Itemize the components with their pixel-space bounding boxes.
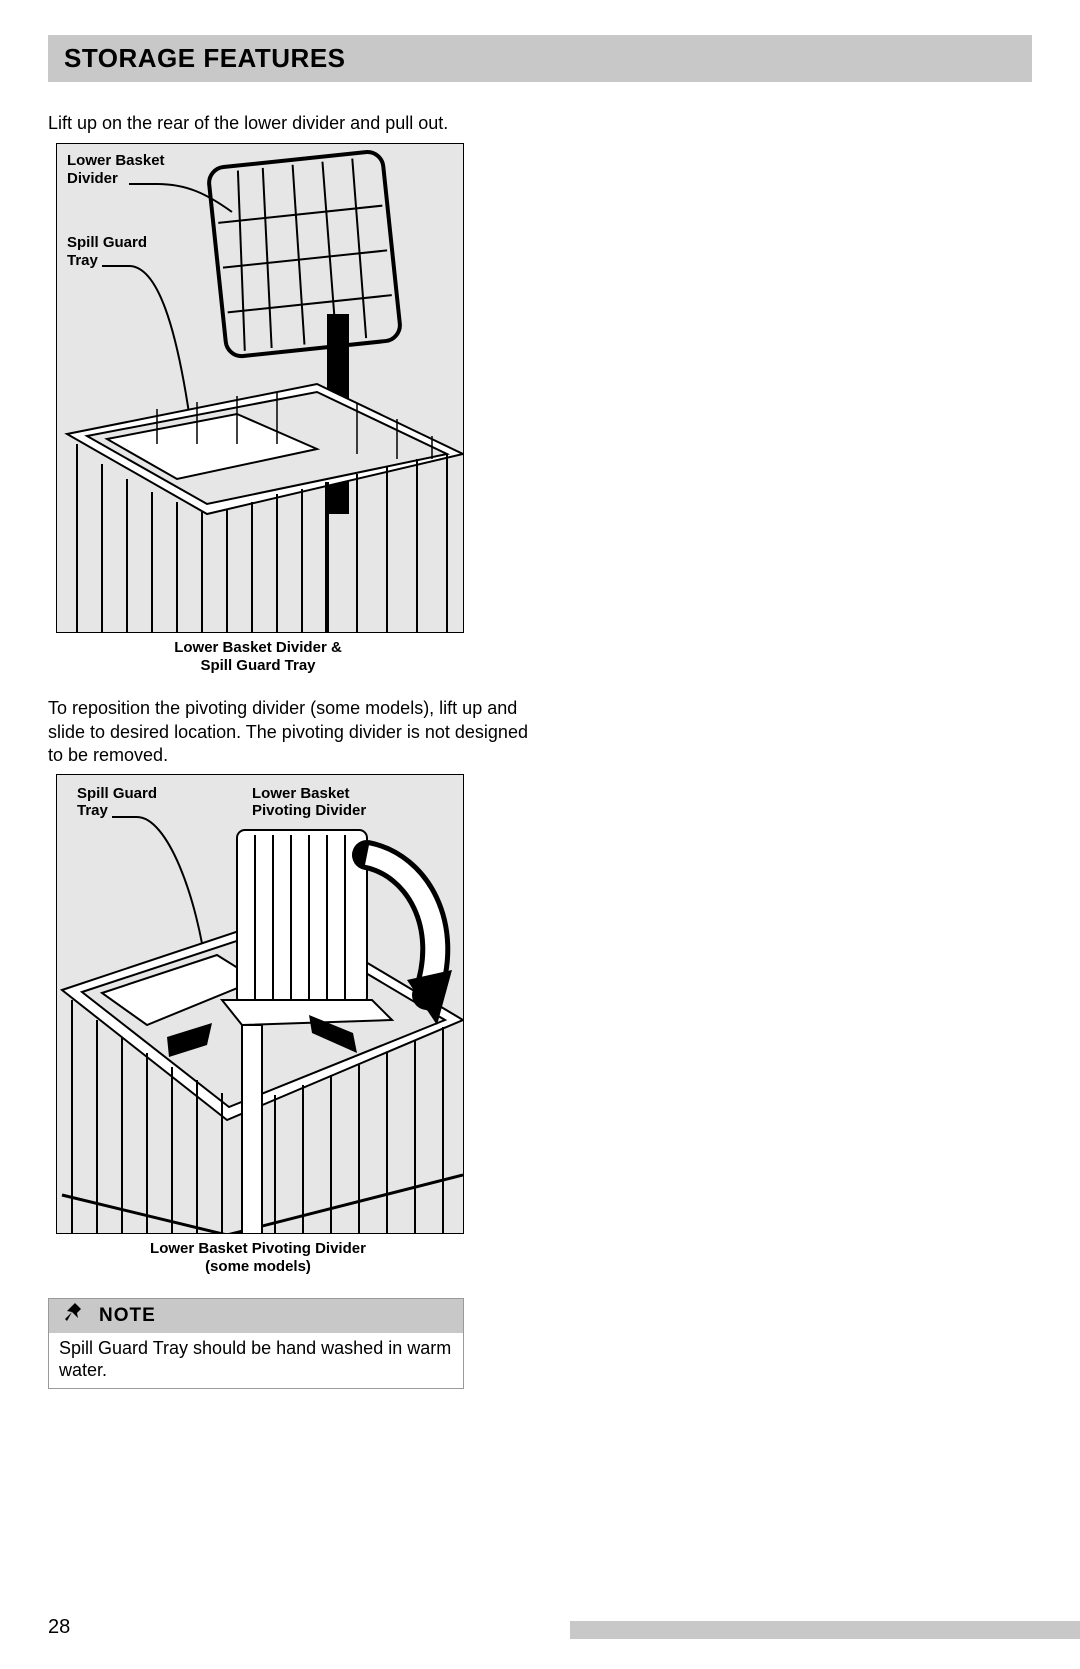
- note-body: Spill Guard Tray should be hand washed i…: [49, 1333, 463, 1388]
- fig1-callout-tray: Spill Guard Tray: [67, 234, 147, 269]
- fig1-callout-divider: Lower Basket Divider: [67, 152, 165, 187]
- fig2-callout-tray: Spill Guard Tray: [77, 785, 157, 820]
- note-header: NOTE: [49, 1299, 463, 1333]
- section-header: STORAGE FEATURES: [48, 35, 1032, 82]
- figure-2-illustration: [57, 775, 464, 1234]
- figure-1-caption: Lower Basket Divider & Spill Guard Tray: [48, 639, 468, 675]
- paragraph-1: Lift up on the rear of the lower divider…: [48, 112, 528, 135]
- figure-1: Lower Basket Divider Spill Guard Tray: [56, 143, 464, 633]
- figure-2: Spill Guard Tray Lower Basket Pivoting D…: [56, 774, 464, 1234]
- page-number: 28: [48, 1616, 70, 1639]
- figure-2-caption: Lower Basket Pivoting Divider (some mode…: [48, 1240, 468, 1276]
- note-label: NOTE: [99, 1305, 156, 1326]
- content-column: Lift up on the rear of the lower divider…: [48, 112, 528, 1389]
- paragraph-2: To reposition the pivoting divider (some…: [48, 697, 528, 767]
- fig2-callout-pivot: Lower Basket Pivoting Divider: [252, 785, 366, 820]
- section-title: STORAGE FEATURES: [64, 43, 346, 73]
- note-box: NOTE Spill Guard Tray should be hand was…: [48, 1298, 464, 1389]
- figure-1-illustration: [57, 144, 464, 633]
- pushpin-icon: [61, 1301, 85, 1334]
- footer-bar: [570, 1621, 1080, 1639]
